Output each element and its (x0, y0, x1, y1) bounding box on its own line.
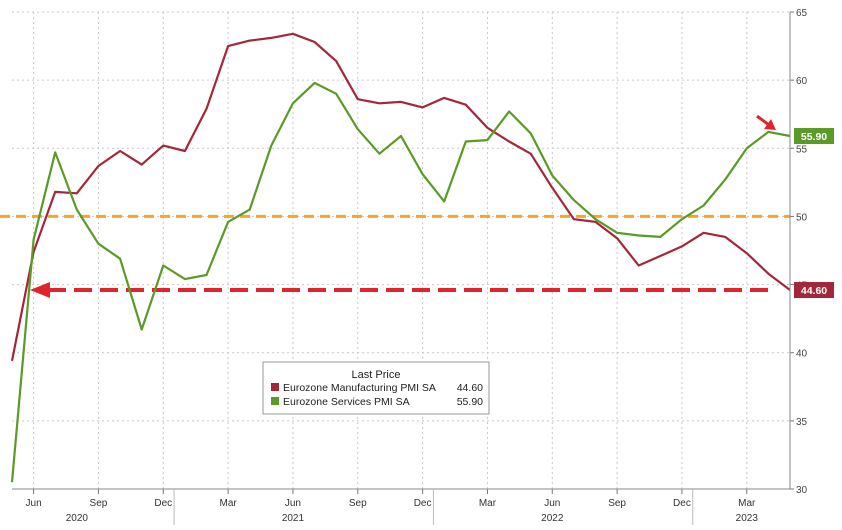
x-tick-label: Dec (414, 498, 432, 509)
legend-swatch-manufacturing (271, 383, 279, 391)
last-value-box-services (794, 128, 834, 145)
last-value-labels: 44.60 55.90 (756, 114, 834, 299)
legend-swatch-services (271, 397, 279, 405)
y-tick-label: 65 (796, 8, 808, 19)
legend: Last Price Eurozone Manufacturing PMI SA… (262, 361, 490, 415)
x-tick-label: Jun (544, 498, 560, 509)
pointer-arrow-shaft (756, 114, 770, 127)
legend-value-services: 55.90 (457, 396, 483, 408)
series-line-services (10, 81, 791, 483)
y-tick-label: 40 (796, 349, 808, 360)
x-tick-label: Dec (154, 498, 172, 509)
x-tick-label: Jun (26, 498, 42, 509)
y-tick-label: 60 (796, 76, 808, 87)
x-tick-label: Dec (673, 498, 691, 509)
last-value-box-manufacturing (794, 282, 834, 299)
year-label: 2020 (66, 513, 89, 524)
x-tick-label: Sep (349, 498, 367, 509)
last-value-label-manufacturing: 44.60 (801, 285, 827, 297)
axes: 3035404550556065JunSepDecMarJunSepDecMar… (12, 8, 808, 525)
y-tick-label: 30 (796, 485, 808, 496)
x-tick-label: Sep (608, 498, 626, 509)
legend-box (262, 361, 490, 415)
x-tick-label: Sep (90, 498, 108, 509)
year-label: 2023 (736, 513, 759, 524)
last-value-label-services: 55.90 (801, 131, 827, 143)
legend-title: Last Price (352, 369, 401, 381)
reference-lines (0, 214, 790, 299)
series-line-manufacturing (10, 32, 791, 362)
x-tick-label: Jun (285, 498, 301, 509)
x-tick-label: Mar (479, 498, 497, 509)
pointer-arrow-head (764, 119, 776, 131)
x-tick-label: Mar (738, 498, 756, 509)
year-label: 2022 (541, 513, 564, 524)
x-tick-label: Mar (219, 498, 237, 509)
legend-label-manufacturing: Eurozone Manufacturing PMI SA (283, 382, 436, 394)
y-tick-label: 50 (796, 212, 808, 223)
legend-label-services: Eurozone Services PMI SA (283, 396, 410, 408)
left-arrow-head (30, 282, 50, 299)
legend-value-manufacturing: 44.60 (457, 382, 483, 394)
y-tick-label: 55 (796, 144, 808, 155)
series-lines (10, 32, 791, 483)
year-label: 2021 (282, 513, 305, 524)
y-tick-label: 35 (796, 417, 808, 428)
